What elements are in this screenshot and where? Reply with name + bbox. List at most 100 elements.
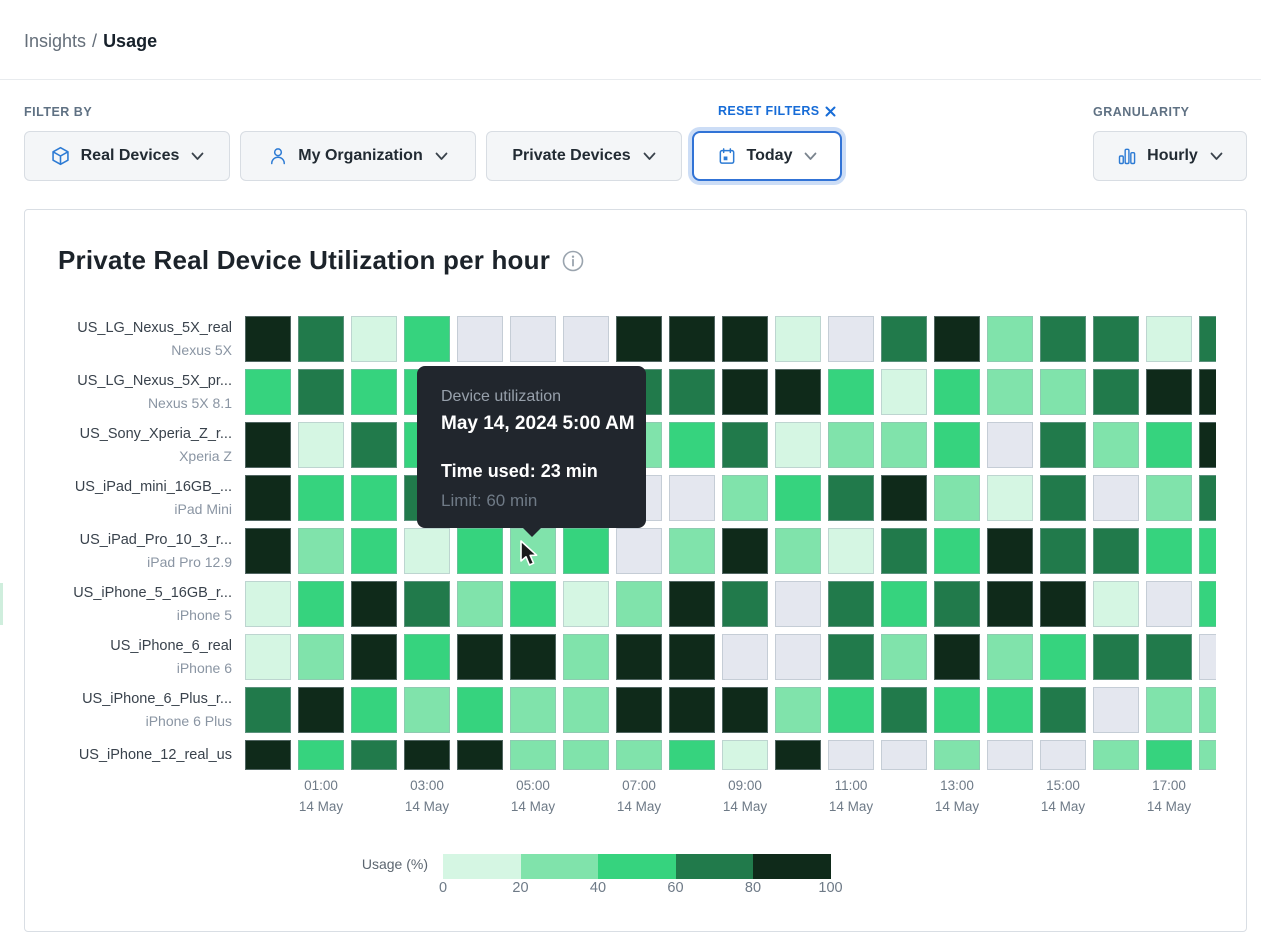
- heatmap-cell[interactable]: [1199, 687, 1216, 733]
- heatmap-cell[interactable]: [1093, 475, 1139, 521]
- heatmap-cell[interactable]: [351, 316, 397, 362]
- heatmap-cell[interactable]: [669, 740, 715, 770]
- heatmap-cell[interactable]: [298, 528, 344, 574]
- heatmap-cell[interactable]: [987, 581, 1033, 627]
- heatmap-cell[interactable]: [987, 475, 1033, 521]
- heatmap-cell[interactable]: [404, 316, 450, 362]
- heatmap-cell[interactable]: [669, 634, 715, 680]
- heatmap-cell[interactable]: [563, 740, 609, 770]
- device-type-filter-button[interactable]: Private Devices: [486, 131, 682, 181]
- heatmap-cell[interactable]: [351, 687, 397, 733]
- heatmap-cell[interactable]: [722, 634, 768, 680]
- heatmap-cell[interactable]: [669, 422, 715, 468]
- date-range-filter-button[interactable]: Today: [692, 131, 842, 181]
- heatmap-cell[interactable]: [351, 528, 397, 574]
- heatmap-cell[interactable]: [351, 369, 397, 415]
- heatmap-cell[interactable]: [457, 687, 503, 733]
- heatmap-cell[interactable]: [457, 316, 503, 362]
- info-icon[interactable]: [562, 250, 584, 272]
- heatmap-cell[interactable]: [934, 369, 980, 415]
- heatmap-cell[interactable]: [1040, 528, 1086, 574]
- heatmap-cell[interactable]: [722, 475, 768, 521]
- heatmap-cell[interactable]: [563, 687, 609, 733]
- heatmap-cell[interactable]: [828, 475, 874, 521]
- heatmap-cell[interactable]: [775, 316, 821, 362]
- heatmap-cell[interactable]: [1199, 369, 1216, 415]
- heatmap-cell[interactable]: [881, 422, 927, 468]
- heatmap-cell[interactable]: [934, 634, 980, 680]
- heatmap-cell[interactable]: [828, 528, 874, 574]
- heatmap-cell[interactable]: [828, 422, 874, 468]
- heatmap-cell[interactable]: [722, 740, 768, 770]
- heatmap-cell[interactable]: [987, 528, 1033, 574]
- heatmap-cell[interactable]: [828, 369, 874, 415]
- heatmap-cell[interactable]: [987, 422, 1033, 468]
- heatmap-cell[interactable]: [775, 369, 821, 415]
- heatmap-cell[interactable]: [1146, 687, 1192, 733]
- heatmap-cell[interactable]: [298, 740, 344, 770]
- heatmap-cell[interactable]: [404, 687, 450, 733]
- heatmap-cell[interactable]: [881, 687, 927, 733]
- heatmap-cell[interactable]: [881, 528, 927, 574]
- heatmap-cell[interactable]: [1040, 422, 1086, 468]
- heatmap-cell[interactable]: [934, 581, 980, 627]
- heatmap-cell[interactable]: [669, 369, 715, 415]
- heatmap-cell[interactable]: [934, 687, 980, 733]
- heatmap-cell[interactable]: [775, 581, 821, 627]
- heatmap-cell[interactable]: [934, 528, 980, 574]
- heatmap-cell[interactable]: [722, 687, 768, 733]
- heatmap-cell[interactable]: [722, 316, 768, 362]
- heatmap-cell[interactable]: [245, 740, 291, 770]
- heatmap-cell[interactable]: [1040, 687, 1086, 733]
- heatmap-cell[interactable]: [1146, 581, 1192, 627]
- heatmap-cell[interactable]: [457, 740, 503, 770]
- heatmap-cell[interactable]: [563, 528, 609, 574]
- heatmap-cell[interactable]: [881, 316, 927, 362]
- heatmap-cell[interactable]: [1040, 475, 1086, 521]
- heatmap-cell[interactable]: [881, 634, 927, 680]
- heatmap-cell[interactable]: [245, 687, 291, 733]
- heatmap-cell[interactable]: [934, 740, 980, 770]
- heatmap-cell[interactable]: [722, 369, 768, 415]
- heatmap-cell[interactable]: [1146, 740, 1192, 770]
- heatmap-cell[interactable]: [669, 581, 715, 627]
- heatmap-cell[interactable]: [298, 634, 344, 680]
- heatmap-cell[interactable]: [934, 422, 980, 468]
- heatmap-cell[interactable]: [245, 422, 291, 468]
- heatmap-cell[interactable]: [1146, 528, 1192, 574]
- heatmap-cell[interactable]: [245, 634, 291, 680]
- heatmap-cell[interactable]: [1199, 422, 1216, 468]
- heatmap-cell[interactable]: [1093, 422, 1139, 468]
- heatmap-cell[interactable]: [1199, 475, 1216, 521]
- heatmap-cell[interactable]: [616, 581, 662, 627]
- heatmap-cell[interactable]: [510, 740, 556, 770]
- heatmap-cell[interactable]: [1199, 316, 1216, 362]
- heatmap-cell[interactable]: [245, 369, 291, 415]
- heatmap-cell[interactable]: [510, 316, 556, 362]
- heatmap-cell[interactable]: [298, 422, 344, 468]
- heatmap-cell[interactable]: [881, 369, 927, 415]
- heatmap-cell[interactable]: [245, 528, 291, 574]
- heatmap-cell[interactable]: [775, 687, 821, 733]
- heatmap-cell[interactable]: [775, 634, 821, 680]
- heatmap-cell[interactable]: [775, 528, 821, 574]
- heatmap-cell[interactable]: [828, 634, 874, 680]
- heatmap-cell[interactable]: [404, 581, 450, 627]
- heatmap-cell[interactable]: [828, 687, 874, 733]
- granularity-select-button[interactable]: Hourly: [1093, 131, 1247, 181]
- heatmap-cell[interactable]: [1146, 475, 1192, 521]
- heatmap-cell[interactable]: [616, 687, 662, 733]
- heatmap-cell[interactable]: [669, 475, 715, 521]
- heatmap-cell[interactable]: [1093, 687, 1139, 733]
- heatmap-cell[interactable]: [775, 422, 821, 468]
- heatmap-cell[interactable]: [828, 316, 874, 362]
- organization-filter-button[interactable]: My Organization: [240, 131, 476, 181]
- heatmap-cell[interactable]: [457, 528, 503, 574]
- heatmap-cell[interactable]: [1146, 634, 1192, 680]
- reset-filters-button[interactable]: RESET FILTERS: [718, 104, 836, 118]
- heatmap-cell[interactable]: [616, 316, 662, 362]
- heatmap-cell[interactable]: [245, 316, 291, 362]
- heatmap-cell[interactable]: [1040, 316, 1086, 362]
- breadcrumb-insights[interactable]: Insights: [24, 31, 87, 51]
- heatmap-cell[interactable]: [616, 528, 662, 574]
